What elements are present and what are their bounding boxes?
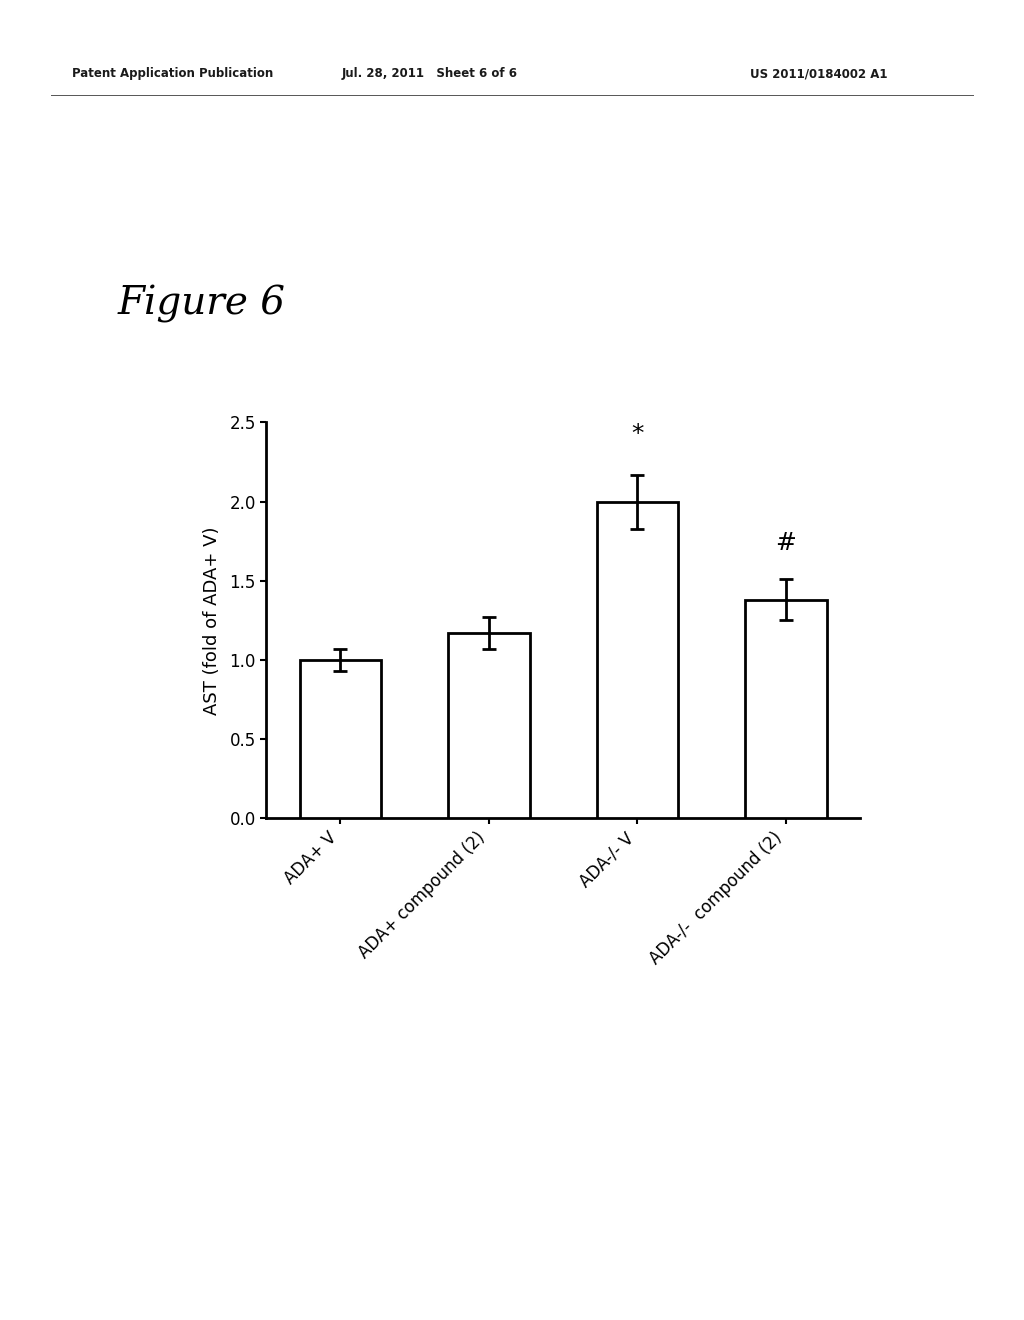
Text: Figure 6: Figure 6 [118, 285, 286, 322]
Text: US 2011/0184002 A1: US 2011/0184002 A1 [751, 67, 888, 81]
Bar [597, 502, 678, 818]
Text: #: # [775, 532, 797, 556]
Bar [449, 634, 529, 818]
Y-axis label: AST (fold of ADA+ V): AST (fold of ADA+ V) [203, 527, 221, 714]
Text: Jul. 28, 2011   Sheet 6 of 6: Jul. 28, 2011 Sheet 6 of 6 [342, 67, 518, 81]
Bar [300, 660, 381, 818]
Bar [745, 599, 826, 818]
Text: *: * [631, 422, 644, 446]
Text: Patent Application Publication: Patent Application Publication [72, 67, 273, 81]
